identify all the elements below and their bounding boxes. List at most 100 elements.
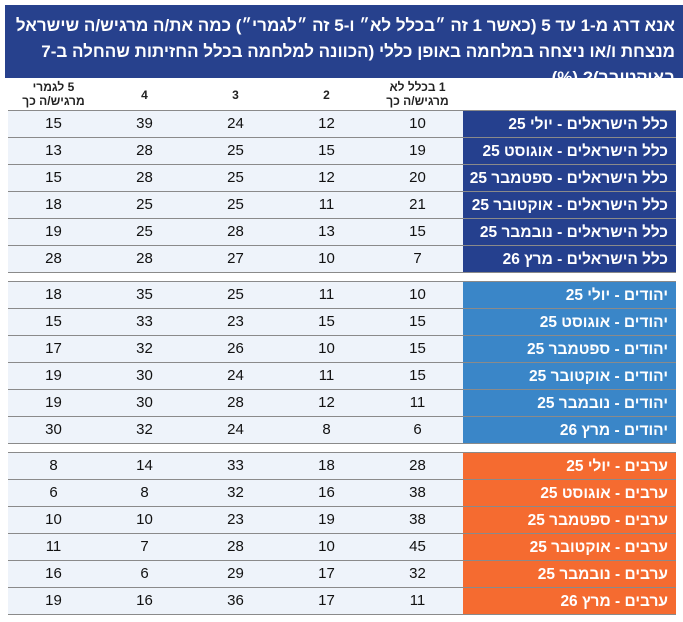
cell-value-1: 15 (409, 367, 426, 384)
table-row: יהודים - יולי 25 10 11 25 35 18 (8, 281, 676, 309)
cell-value-1: 6 (413, 421, 422, 438)
cell-value-5: 19 (45, 223, 62, 240)
cell-value-3: 25 (227, 142, 244, 159)
cell-value-2: 19 (318, 511, 335, 528)
cell-value-1: 38 (409, 511, 426, 528)
cell-value-3: 23 (227, 313, 244, 330)
cell-value-2: 12 (318, 169, 335, 186)
cell-value-5: 10 (45, 511, 62, 528)
column-header-3: 3 (190, 80, 281, 110)
cell-value-2: 13 (318, 223, 335, 240)
row-label: יהודים - יולי 25 (463, 282, 676, 308)
cell-value-4: 39 (136, 115, 153, 132)
cell-value-4: 35 (136, 286, 153, 303)
column-header-2: 2 (281, 80, 372, 110)
cell-value-4: 6 (140, 565, 149, 582)
cell-value-4: 30 (136, 367, 153, 384)
cell-value-4: 33 (136, 313, 153, 330)
column-header-line1: 2 (323, 88, 330, 102)
row-label: ערבים - מרץ 26 (463, 588, 676, 614)
column-header-line2: מרגיש/ה כך (386, 94, 449, 108)
cell-value-1: 28 (409, 457, 426, 474)
cell-value-4: 14 (136, 457, 153, 474)
cell-value-3: 28 (227, 223, 244, 240)
cell-value-3: 25 (227, 169, 244, 186)
cell-value-4: 7 (140, 538, 149, 555)
column-header-1: 1 בכלל לא מרגיש/ה כך (372, 80, 463, 108)
table-row: יהודים - ספטמבר 25 15 10 26 32 17 (8, 336, 676, 363)
table-row: כלל הישראלים - נובמבר 25 15 13 28 25 19 (8, 219, 676, 246)
cell-value-4: 28 (136, 169, 153, 186)
cell-value-3: 25 (227, 196, 244, 213)
cell-value-3: 33 (227, 457, 244, 474)
table-row: יהודים - מרץ 26 6 8 24 32 30 (8, 417, 676, 444)
table-row: ערבים - אוקטובר 25 45 10 28 7 11 (8, 534, 676, 561)
cell-value-2: 11 (318, 286, 335, 303)
column-header-line1: 4 (141, 88, 148, 102)
row-label: כלל הישראלים - ספטמבר 25 (463, 165, 676, 191)
row-label: יהודים - אוקטובר 25 (463, 363, 676, 389)
cell-value-1: 15 (409, 313, 426, 330)
table-row: ערבים - נובמבר 25 32 17 29 6 16 (8, 561, 676, 588)
cell-value-1: 10 (409, 286, 426, 303)
row-label: כלל הישראלים - אוקטובר 25 (463, 192, 676, 218)
row-label: ערבים - נובמבר 25 (463, 561, 676, 587)
cell-value-2: 11 (318, 367, 335, 384)
column-header-line2: מרגיש/ה כך (22, 94, 85, 108)
cell-value-2: 11 (318, 196, 335, 213)
cell-value-2: 12 (318, 394, 335, 411)
cell-value-1: 21 (409, 196, 426, 213)
cell-value-2: 15 (318, 142, 335, 159)
row-label: ערבים - אוגוסט 25 (463, 480, 676, 506)
row-label: ערבים - יולי 25 (463, 453, 676, 479)
cell-value-5: 18 (45, 196, 62, 213)
cell-value-1: 7 (413, 250, 422, 267)
cell-value-1: 19 (409, 142, 426, 159)
row-label: יהודים - נובמבר 25 (463, 390, 676, 416)
cell-value-5: 15 (45, 169, 62, 186)
cell-value-3: 28 (227, 538, 244, 555)
cell-value-1: 10 (409, 115, 426, 132)
cell-value-4: 16 (136, 592, 153, 609)
cell-value-5: 30 (45, 421, 62, 438)
table-row: כלל הישראלים - ספטמבר 25 20 12 25 28 15 (8, 165, 676, 192)
row-label: יהודים - ספטמבר 25 (463, 336, 676, 362)
cell-value-3: 27 (227, 250, 244, 267)
table-row: יהודים - אוגוסט 25 15 15 23 33 15 (8, 309, 676, 336)
cell-value-1: 45 (409, 538, 426, 555)
cell-value-5: 13 (45, 142, 62, 159)
row-label: ערבים - אוקטובר 25 (463, 534, 676, 560)
column-header-line1: 1 בכלל לא (389, 80, 446, 94)
row-label: כלל הישראלים - יולי 25 (463, 111, 676, 137)
cell-value-1: 11 (409, 592, 426, 609)
row-label: יהודים - מרץ 26 (463, 417, 676, 443)
cell-value-3: 24 (227, 421, 244, 438)
cell-value-4: 32 (136, 421, 153, 438)
table-row: ערבים - יולי 25 28 18 33 14 8 (8, 452, 676, 480)
row-label: יהודים - אוגוסט 25 (463, 309, 676, 335)
row-group-all: כלל הישראלים - יולי 25 10 12 24 39 15 כלל הישר… (8, 110, 676, 273)
table-row: כלל הישראלים - אוקטובר 25 21 11 25 25 18 (8, 192, 676, 219)
cell-value-3: 36 (227, 592, 244, 609)
table-row: כלל הישראלים - אוגוסט 25 19 15 25 28 13 (8, 138, 676, 165)
cell-value-4: 10 (136, 511, 153, 528)
row-label: כלל הישראלים - נובמבר 25 (463, 219, 676, 245)
table-row: כלל הישראלים - יולי 25 10 12 24 39 15 (8, 110, 676, 138)
cell-value-5: 8 (49, 457, 58, 474)
cell-value-2: 10 (318, 250, 335, 267)
column-header-line1: 5 לגמרי (32, 80, 75, 94)
table-row: יהודים - אוקטובר 25 15 11 24 30 19 (8, 363, 676, 390)
cell-value-1: 20 (409, 169, 426, 186)
cell-value-3: 23 (227, 511, 244, 528)
cell-value-1: 32 (409, 565, 426, 582)
cell-value-4: 25 (136, 196, 153, 213)
row-group-arabs: ערבים - יולי 25 28 18 33 14 8 ערבים - אוגוסט 2… (8, 452, 676, 615)
column-header-row: 1 בכלל לא מרגיש/ה כך 2 3 4 5 לגמרי מרגיש/ה כך (8, 80, 676, 111)
table-row: ערבים - אוגוסט 25 38 16 32 8 6 (8, 480, 676, 507)
cell-value-2: 18 (318, 457, 335, 474)
table-title: אנא דרג מ-1 עד 5 (כאשר 1 זה ״בכלל לא״ ו-… (5, 5, 683, 87)
column-header-line1: 3 (232, 88, 239, 102)
table-row: כלל הישראלים - מרץ 26 7 10 27 28 28 (8, 246, 676, 273)
cell-value-5: 19 (45, 592, 62, 609)
cell-value-1: 15 (409, 340, 426, 357)
